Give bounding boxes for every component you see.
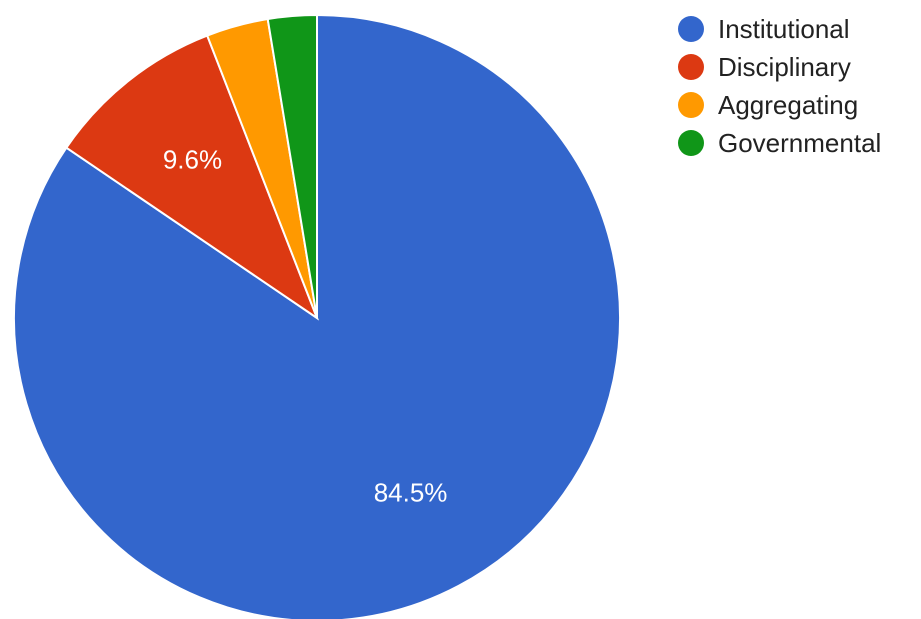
legend-swatch-governmental — [678, 130, 704, 156]
legend-swatch-institutional — [678, 16, 704, 42]
legend-label-aggregating: Aggregating — [718, 89, 859, 120]
pie-slice-disciplinary[interactable] — [65, 34, 320, 321]
legend-label-governmental: Governmental — [718, 127, 882, 158]
legend-label-disciplinary: Disciplinary — [718, 51, 851, 82]
slice-label-disciplinary: 9.6% — [163, 144, 222, 174]
chart-legend: Institutional Disciplinary Aggregating G… — [678, 10, 918, 162]
legend-item-aggregating[interactable]: Aggregating — [678, 86, 918, 124]
legend-swatch-disciplinary — [678, 54, 704, 80]
legend-item-disciplinary[interactable]: Disciplinary — [678, 48, 918, 86]
legend-label-institutional: Institutional — [718, 13, 850, 44]
pie-slice-governmental[interactable] — [266, 13, 318, 319]
legend-item-institutional[interactable]: Institutional — [678, 10, 918, 48]
slice-label-institutional: 84.5% — [374, 478, 448, 508]
legend-swatch-aggregating — [678, 92, 704, 118]
legend-item-governmental[interactable]: Governmental — [678, 124, 918, 162]
